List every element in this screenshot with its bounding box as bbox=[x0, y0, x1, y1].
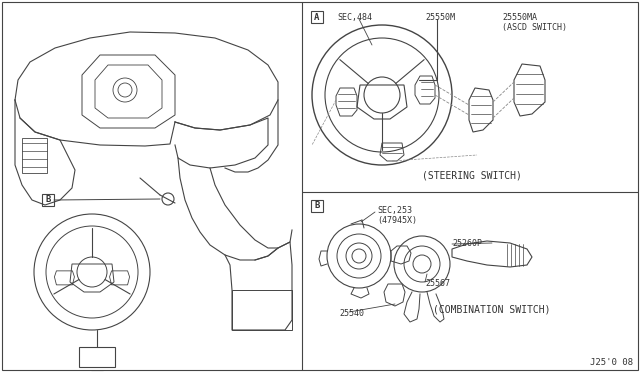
Bar bbox=[79, 347, 115, 367]
Bar bbox=[42, 194, 54, 206]
Bar bbox=[22, 138, 47, 173]
Text: B: B bbox=[314, 202, 320, 211]
Text: 25540: 25540 bbox=[339, 309, 364, 318]
Text: 25550MA
(ASCD SWITCH): 25550MA (ASCD SWITCH) bbox=[502, 13, 567, 32]
Text: B: B bbox=[45, 196, 51, 205]
Text: SEC,253
(47945X): SEC,253 (47945X) bbox=[377, 206, 417, 225]
Text: SEC,484: SEC,484 bbox=[337, 13, 372, 22]
Text: 25260P: 25260P bbox=[452, 239, 482, 248]
Text: A: A bbox=[314, 13, 320, 22]
Text: 25567: 25567 bbox=[425, 279, 450, 288]
Bar bbox=[311, 200, 323, 212]
Text: (STEERING SWITCH): (STEERING SWITCH) bbox=[422, 170, 522, 180]
Text: (COMBINATION SWITCH): (COMBINATION SWITCH) bbox=[433, 304, 551, 314]
Bar bbox=[232, 290, 292, 330]
Bar bbox=[311, 11, 323, 23]
Text: 25550M: 25550M bbox=[425, 13, 455, 22]
Text: J25'0 08: J25'0 08 bbox=[590, 358, 633, 367]
